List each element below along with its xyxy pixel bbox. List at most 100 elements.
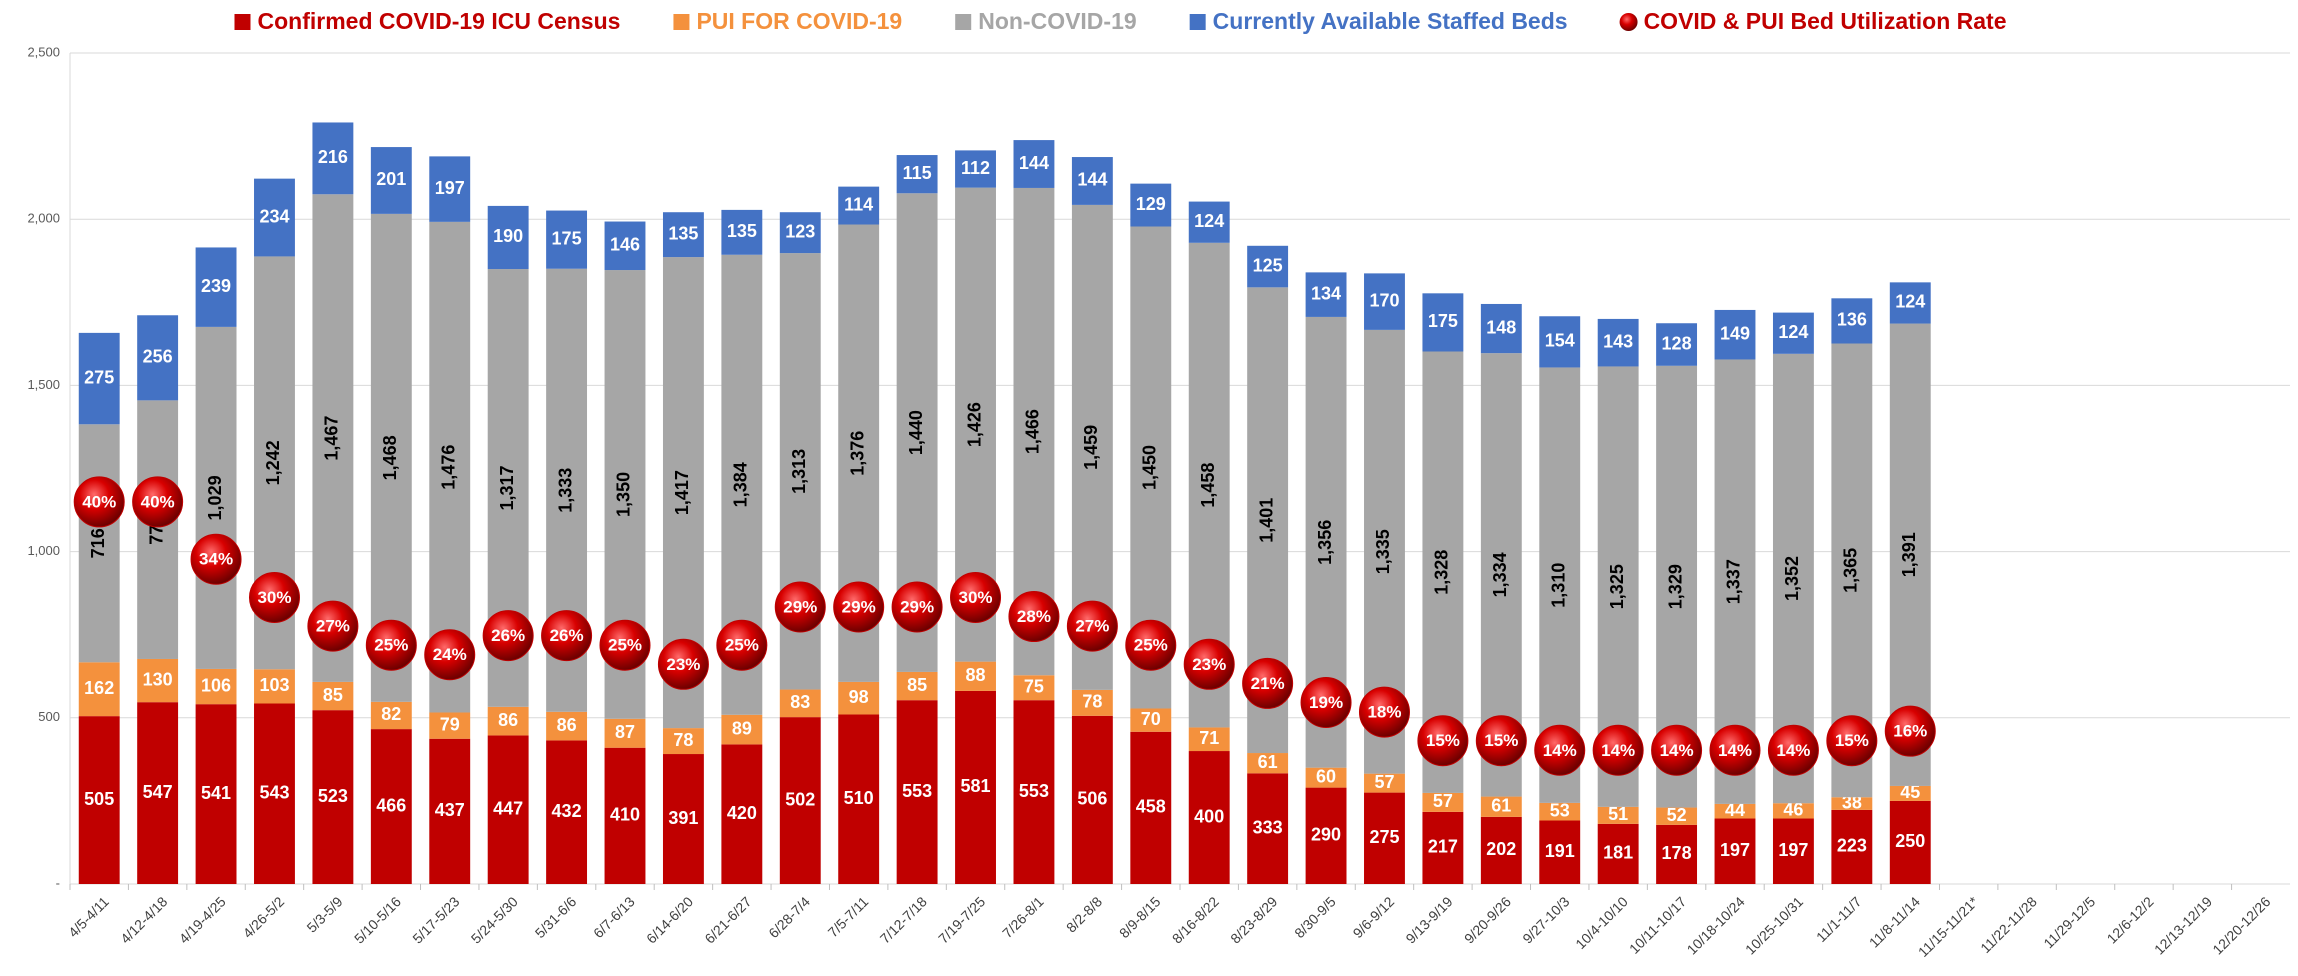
rate-label: 34%	[199, 550, 233, 569]
bar-segment	[370, 729, 412, 884]
bar-label: 144	[1077, 170, 1107, 190]
x-tick-label: 9/20-9/26	[1461, 893, 1514, 946]
x-tick-label: 10/18-10/24	[1684, 893, 1748, 957]
rate-marker	[599, 619, 651, 671]
bar-segment	[1130, 731, 1172, 884]
bar-segment	[1480, 303, 1522, 354]
rate-marker	[1066, 600, 1118, 652]
bar-label: 1,426	[964, 402, 984, 447]
bar-segment	[1364, 273, 1405, 330]
bar-segment	[662, 754, 704, 884]
rate-label: 16%	[1893, 722, 1927, 741]
rate-label: 28%	[1017, 607, 1051, 626]
bar-segment	[1714, 818, 1756, 884]
x-tick-label: 6/14-6/20	[643, 893, 696, 946]
bar-label: 234	[259, 206, 289, 226]
bar-label: 52	[1667, 805, 1687, 825]
bar-label: 1,417	[672, 470, 692, 515]
x-tick-label: 6/28-7/4	[765, 893, 813, 941]
bar-label: 124	[1895, 292, 1925, 312]
rate-label: 14%	[1718, 741, 1752, 760]
bar-segment	[254, 669, 295, 704]
bar-label: 1,468	[380, 435, 400, 480]
x-tick-label: 8/30-9/5	[1291, 893, 1339, 941]
bar-label: 78	[1082, 692, 1102, 712]
bar-segment	[721, 209, 763, 255]
rate-label: 15%	[1484, 731, 1518, 750]
bar-segment	[429, 738, 471, 884]
bar-segment	[312, 710, 354, 884]
bar-segment	[1772, 818, 1814, 884]
rate-label: 27%	[1075, 617, 1109, 636]
bar-segment	[312, 122, 354, 195]
bar-label: 130	[143, 669, 173, 689]
rate-marker	[1826, 715, 1878, 767]
rate-label: 40%	[82, 492, 116, 511]
bar-segment	[721, 744, 763, 884]
bar-segment	[546, 711, 588, 741]
x-tick-label: 11/29-12/5	[2040, 893, 2098, 951]
bar-label: 333	[1253, 817, 1283, 837]
bar-segment	[1130, 708, 1172, 732]
bar-segment	[429, 156, 471, 222]
bar-label: 250	[1895, 831, 1925, 851]
rate-label: 14%	[1601, 741, 1635, 760]
bar-label: 437	[435, 800, 465, 820]
bar-label: 83	[790, 692, 810, 712]
bar-label: 114	[844, 194, 873, 214]
x-tick-label: 6/21-6/27	[701, 893, 754, 946]
x-tick-label: 4/5-4/11	[65, 893, 112, 940]
bar-segment	[254, 178, 295, 257]
y-tick-label: 1,000	[27, 543, 60, 558]
bar-segment	[604, 718, 646, 748]
y-tick-label: 500	[38, 709, 60, 724]
bar-segment	[1480, 816, 1522, 884]
bar-label: 143	[1603, 331, 1633, 351]
bar-label: 201	[376, 169, 406, 189]
bar-segment	[838, 186, 880, 225]
bar-segment	[1889, 785, 1931, 801]
bar-label: 197	[435, 178, 465, 198]
rate-label: 14%	[1776, 741, 1810, 760]
x-tick-label: 5/10-5/16	[351, 893, 404, 946]
bar-label: 162	[84, 678, 114, 698]
bar-label: 71	[1199, 728, 1219, 748]
rate-marker	[1183, 638, 1235, 690]
bar-label: 98	[849, 687, 869, 707]
bar-segment	[662, 212, 704, 258]
rate-label: 14%	[1543, 741, 1577, 760]
bar-label: 134	[1311, 283, 1341, 303]
bar-segment	[487, 735, 529, 884]
bar-label: 716	[88, 528, 108, 558]
x-tick-label: 9/6-9/12	[1350, 893, 1398, 941]
bar-label: 85	[907, 675, 927, 695]
bar-segment	[1597, 806, 1639, 824]
bar-label: 85	[323, 685, 343, 705]
rate-marker	[716, 619, 768, 671]
rate-label: 25%	[725, 636, 759, 655]
rate-marker	[833, 581, 885, 633]
bar-segment	[1597, 318, 1639, 367]
bar-segment	[1305, 272, 1347, 317]
bar-segment	[1656, 807, 1698, 825]
rate-marker	[248, 571, 300, 623]
bar-segment	[721, 714, 763, 745]
rate-marker	[1767, 724, 1819, 776]
bar-label: 144	[1019, 153, 1049, 173]
x-tick-label: 5/31-6/6	[532, 893, 580, 941]
bar-label: 553	[902, 781, 932, 801]
bar-label: 1,391	[1899, 532, 1919, 577]
bar-label: 543	[259, 783, 289, 803]
bar-label: 256	[143, 347, 173, 367]
rate-marker	[1709, 724, 1761, 776]
bar-label: 123	[785, 221, 815, 241]
x-tick-label: 10/4-10/10	[1572, 893, 1631, 952]
bar-label: 1,365	[1841, 548, 1861, 593]
bar-label: 1,356	[1315, 520, 1335, 565]
x-tick-label: 11/8-11/14	[1866, 893, 1923, 950]
rate-marker	[1242, 657, 1294, 709]
bar-segment	[487, 205, 529, 270]
x-tick-label: 4/12-4/18	[117, 893, 170, 946]
bar-label: 447	[493, 798, 523, 818]
y-tick-label: 1,500	[27, 377, 60, 392]
